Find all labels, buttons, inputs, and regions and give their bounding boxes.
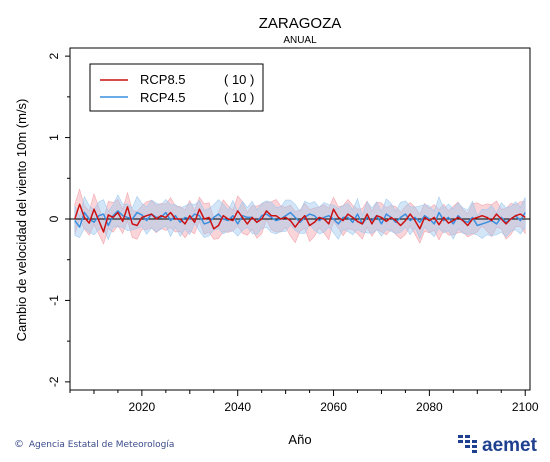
legend-label-rcp45: RCP4.5: [140, 90, 186, 105]
legend-count-rcp85: ( 10 ): [224, 72, 254, 87]
uncertainty-band-rcp85: [74, 188, 526, 245]
aemet-logo: aemet: [458, 435, 538, 456]
legend-label-rcp85: RCP8.5: [140, 72, 186, 87]
x-tick-label: 2020: [129, 400, 156, 414]
x-tick-label: 2080: [416, 400, 443, 414]
uncertainty-band-rcp45: [74, 194, 526, 241]
legend-box: [89, 63, 264, 112]
series-line-rcp45: [74, 210, 526, 228]
plot-area: [69, 47, 531, 391]
aemet-logo-text: aemet: [482, 435, 538, 456]
x-axis: 2020 2040 2060 2080 2100: [69, 390, 539, 414]
y-tick-label: -2: [47, 376, 61, 387]
series-line-rcp85: [74, 203, 526, 233]
y-tick-label: 0: [47, 215, 61, 222]
x-tick-label: 2100: [512, 400, 539, 414]
footer-credit-text: Agencia Estatal de Meteorología: [28, 440, 175, 450]
legend: RCP8.5 ( 10 ) RCP4.5 ( 10 ): [89, 63, 264, 112]
x-tick-label: 2060: [320, 400, 347, 414]
y-axis: 2 1 0 -1 -2: [47, 52, 70, 387]
x-axis-label: Año: [288, 432, 311, 447]
copyright-icon: ©: [14, 439, 24, 450]
x-tick-label: 2040: [224, 400, 251, 414]
y-axis-label: Cambio de velocidad del viento 10m (m/s): [14, 99, 29, 342]
y-tick-label: 1: [47, 134, 61, 141]
legend-count-rcp45: ( 10 ): [224, 90, 254, 105]
y-tick-label: -1: [47, 295, 61, 306]
footer-credit: © Agencia Estatal de Meteorología: [14, 439, 174, 450]
y-tick-label: 2: [47, 52, 61, 59]
chart-subtitle: ANUAL: [283, 35, 317, 46]
aemet-logo-mark: [458, 435, 477, 453]
chart-title: ZARAGOZA: [259, 15, 342, 32]
